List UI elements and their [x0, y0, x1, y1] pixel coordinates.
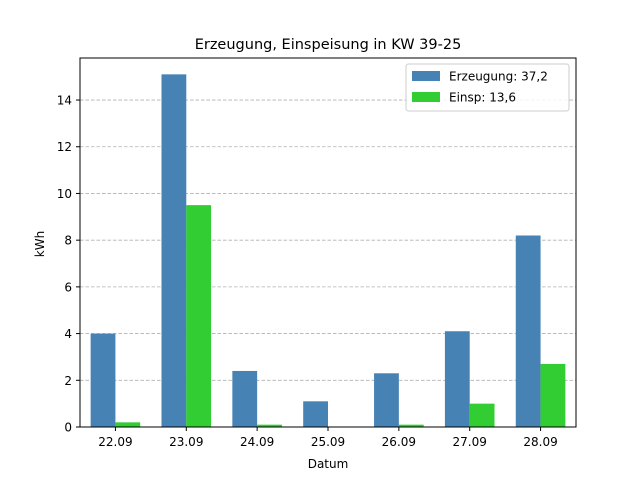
y-tick-label: 2 [64, 374, 72, 388]
bar-erzeugung [374, 373, 399, 427]
x-tick-label: 22.09 [98, 435, 132, 449]
bar-erzeugung [90, 333, 116, 427]
bar-einspeisung [257, 424, 282, 427]
y-axis-label: kWh [33, 231, 47, 257]
y-tick-label: 4 [64, 327, 72, 341]
legend-box [405, 63, 570, 112]
bar-erzeugung [444, 331, 470, 427]
legend-label: Einsp: 13,6 [449, 91, 516, 105]
x-tick-label: 28.09 [523, 435, 557, 449]
x-tick-label: 27.09 [453, 435, 487, 449]
legend-label: Erzeugung: 37,2 [449, 70, 548, 84]
legend-swatch-erzeugung [412, 71, 440, 81]
bar-einspeisung [186, 205, 212, 427]
bar-erzeugung [232, 370, 258, 427]
bars [90, 74, 566, 428]
chart-title: Erzeugung, Einspeisung in KW 39-25 [195, 37, 462, 53]
x-tick-label: 24.09 [240, 435, 274, 449]
bar-einspeisung [115, 422, 141, 427]
y-tick-label: 10 [57, 187, 72, 201]
bar-erzeugung [303, 401, 328, 427]
bar-einspeisung [469, 403, 495, 427]
bar-erzeugung [161, 74, 187, 428]
legend: Erzeugung: 37,2 Einsp: 13,6 [405, 63, 570, 112]
y-tick-label: 14 [57, 94, 72, 108]
x-tick-label: 25.09 [311, 435, 345, 449]
x-axis-label: Datum [308, 457, 349, 471]
y-tick-label: 8 [64, 234, 72, 248]
y-tick-label: 0 [64, 421, 72, 435]
legend-swatch-einspeisung [412, 92, 440, 102]
y-tick-label: 12 [57, 140, 72, 154]
axes: 0 2 4 6 8 10 12 14 22.09 23.09 24.09 25.09 26.09 27.0… [57, 94, 558, 449]
x-tick-label: 23.09 [169, 435, 203, 449]
y-tick-label: 6 [64, 280, 72, 294]
bar-erzeugung [515, 235, 541, 427]
bar-einspeisung [540, 363, 566, 427]
bar-einspeisung [398, 424, 424, 427]
x-tick-label: 26.09 [382, 435, 416, 449]
